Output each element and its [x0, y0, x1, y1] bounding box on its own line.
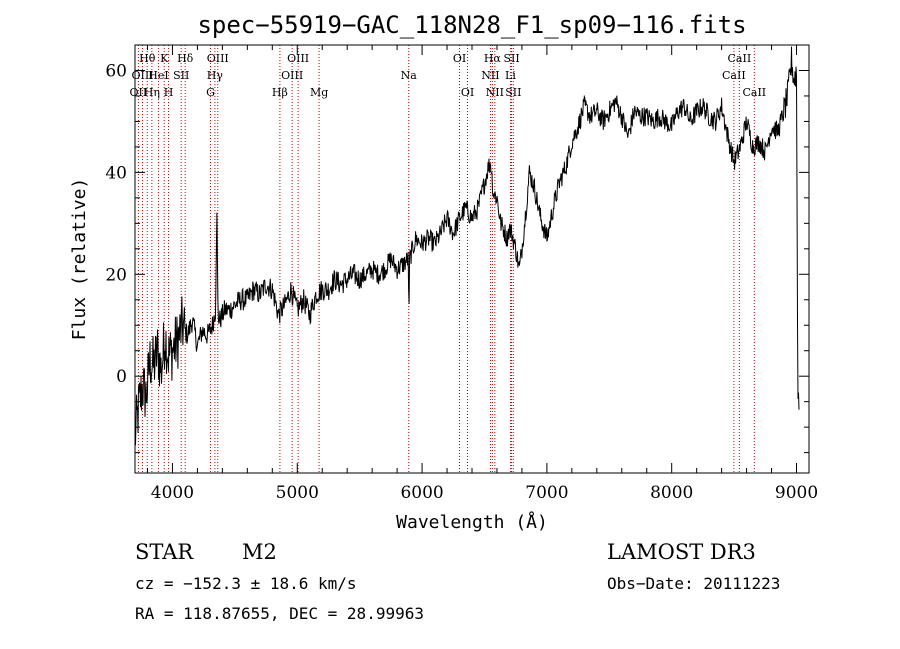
- spectral-line-label: NII: [481, 69, 499, 82]
- coordinates-info: RA = 118.87655, DEC = 28.99963: [135, 604, 424, 623]
- spectral-line-label: CaII: [742, 86, 766, 99]
- y-tick-label: 20: [105, 265, 127, 285]
- spectral-line-label: OIII: [287, 52, 309, 65]
- y-tick-label: 0: [116, 367, 127, 387]
- spectral-line-label: OI: [461, 86, 474, 99]
- spectral-line-label: H: [164, 86, 174, 99]
- spectral-line-label: OII: [130, 86, 148, 99]
- spectral-line-markers: [137, 45, 755, 473]
- spectral-line-label: G: [206, 86, 215, 99]
- x-tick-label: 6000: [400, 483, 443, 503]
- spectral-line-label: Hδ: [177, 52, 194, 65]
- spectral-line-label: CaII: [728, 52, 752, 65]
- spectral-line-label: Na: [401, 69, 418, 82]
- x-tick-label: 7000: [525, 483, 568, 503]
- spectral-line-label: SII: [505, 86, 521, 99]
- object-class: STAR: [135, 540, 194, 564]
- spectral-line-label: K: [160, 52, 169, 65]
- x-axis-label: Wavelength (Å): [396, 511, 548, 533]
- x-tick-label: 4000: [151, 483, 194, 503]
- spectral-line-label: Hβ: [272, 86, 288, 99]
- spectral-line-label: OI: [453, 52, 466, 65]
- spectral-line-label: Hη: [144, 86, 160, 99]
- chart-title: spec−55919−GAC_118N28_F1_sp09−116.fits: [197, 11, 746, 39]
- spectral-line-label: CaII: [722, 69, 746, 82]
- x-tick-label: 5000: [276, 483, 319, 503]
- object-subclass: M2: [242, 540, 277, 564]
- spectral-line-label: Hθ: [139, 52, 156, 65]
- spectral-line-label: HeI: [148, 69, 168, 82]
- x-tick-label: 9000: [775, 483, 818, 503]
- y-tick-label: 60: [105, 61, 127, 81]
- y-axis-label: Flux (relative): [69, 178, 90, 341]
- spectral-line-labels: OII Hθ OIII Hη HeI K H SII Hδ G OIII Hγ Hβ OIII OIII Mg…: [130, 52, 767, 99]
- spectral-line-label: Li: [505, 69, 516, 82]
- x-tick-label: 8000: [650, 483, 693, 503]
- observation-date: Obs−Date: 20111223: [607, 574, 781, 593]
- axis-tick-labels: 4000 5000 6000 7000 8000 9000 0 20 40 60: [105, 61, 818, 503]
- spectral-line-label: SII: [503, 52, 519, 65]
- spectral-line-label: OIII: [207, 52, 229, 65]
- spectral-line-label: OIII: [281, 69, 303, 82]
- spectral-line-label: SII: [173, 69, 189, 82]
- spectral-line-label: NII: [486, 86, 504, 99]
- spectrum-line: [134, 46, 800, 446]
- survey-name: LAMOST DR3: [607, 540, 756, 564]
- redshift-info: cz = −152.3 ± 18.6 km/s: [135, 574, 357, 593]
- spectral-line-label: Hα: [484, 52, 502, 65]
- spectral-line-label: Hγ: [207, 69, 224, 82]
- y-tick-label: 40: [105, 163, 127, 183]
- spectral-line-label: Mg: [310, 86, 328, 99]
- spectral-line-label: OIII: [131, 69, 153, 82]
